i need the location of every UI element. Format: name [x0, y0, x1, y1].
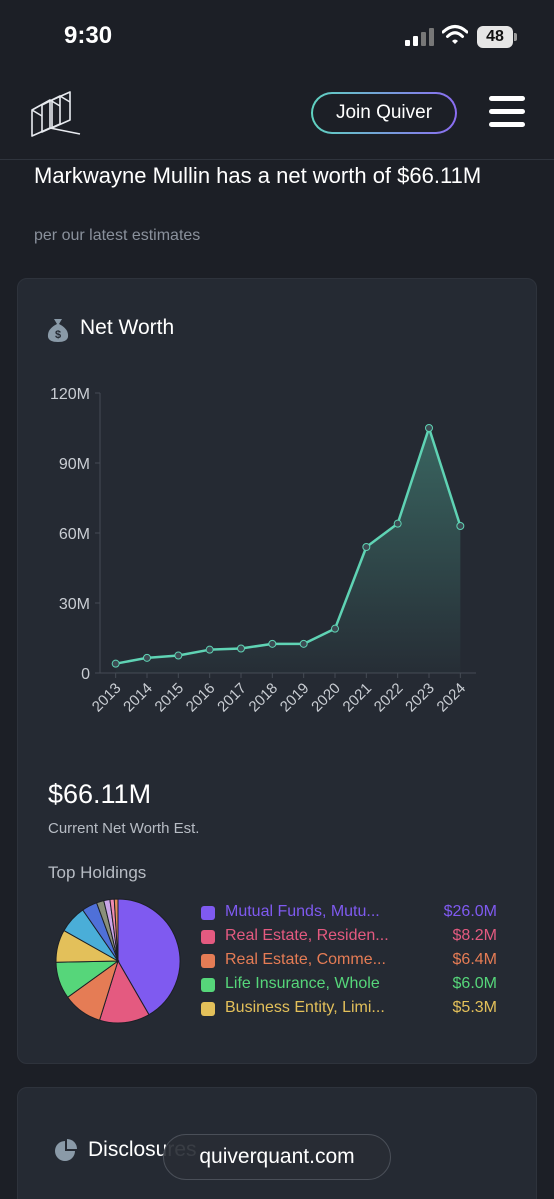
quiver-logo-icon[interactable] — [28, 88, 84, 140]
net-worth-headline: Markwayne Mullin has a net worth of $66.… — [34, 163, 482, 188]
legend-value: $5.3M — [452, 999, 497, 1016]
site-header: Join Quiver — [0, 78, 554, 160]
x-tick-label: 2021 — [340, 680, 376, 716]
legend-value: $6.0M — [452, 975, 497, 992]
legend-value: $8.2M — [452, 927, 497, 944]
join-quiver-button[interactable]: Join Quiver — [311, 92, 457, 134]
legend-item[interactable]: Life Insurance, Whole $6.0M — [201, 975, 497, 999]
browser-url-bar[interactable]: quiverquant.com — [163, 1134, 391, 1180]
legend-value: $6.4M — [452, 951, 497, 968]
legend-swatch — [201, 930, 215, 944]
legend-value: $26.0M — [443, 903, 497, 920]
net-worth-point[interactable] — [143, 653, 151, 662]
cellular-signal-icon — [405, 28, 435, 46]
legend-name: Business Entity, Limi... — [225, 999, 385, 1016]
net-worth-point[interactable] — [331, 624, 339, 633]
net-worth-point[interactable] — [393, 519, 402, 528]
net-worth-point[interactable] — [425, 424, 433, 432]
net-worth-subtext: per our latest estimates — [34, 227, 201, 244]
net-worth-card-title: Net Worth — [80, 316, 175, 339]
y-tick-label: 90M — [59, 456, 90, 473]
status-time: 9:30 — [64, 22, 113, 49]
legend-name: Real Estate, Residen... — [225, 927, 389, 944]
x-tick-label: 2018 — [246, 680, 282, 716]
net-worth-point[interactable] — [237, 644, 245, 653]
pie-chart-icon — [55, 1139, 77, 1161]
net-worth-area — [115, 428, 461, 673]
legend-item[interactable]: Business Entity, Limi... $5.3M — [201, 999, 497, 1023]
net-worth-point[interactable] — [456, 522, 465, 530]
x-tick-label: 2017 — [214, 680, 250, 716]
y-tick-label: 30M — [59, 596, 90, 613]
status-bar: 9:30 48 — [0, 0, 554, 70]
legend-item[interactable]: Mutual Funds, Mutu... $26.0M — [201, 903, 497, 927]
net-worth-point[interactable] — [362, 543, 371, 551]
legend-swatch — [201, 978, 215, 992]
pie-slice[interactable] — [117, 898, 181, 1016]
legend-name: Life Insurance, Whole — [225, 975, 380, 992]
net-worth-point[interactable] — [174, 651, 183, 660]
x-tick-label: 2014 — [120, 680, 156, 716]
net-worth-line — [115, 426, 462, 665]
net-worth-point[interactable] — [268, 639, 277, 648]
legend-swatch — [201, 1002, 215, 1016]
wifi-icon — [442, 25, 468, 44]
y-tick-label: 0 — [81, 666, 90, 683]
y-tick-label: 60M — [59, 526, 90, 543]
net-worth-point[interactable] — [205, 645, 214, 654]
x-tick-label: 2015 — [152, 680, 188, 716]
net-worth-point[interactable] — [299, 639, 308, 648]
svg-text:$: $ — [55, 329, 61, 341]
hamburger-menu-icon[interactable] — [489, 96, 525, 128]
y-tick-label: 120M — [50, 387, 90, 403]
x-tick-label: 2023 — [402, 680, 438, 716]
battery-level: 48 — [477, 26, 513, 48]
top-holdings-title: Top Holdings — [48, 863, 147, 882]
legend-name: Real Estate, Comme... — [225, 951, 386, 968]
top-holdings-pie-chart — [55, 898, 181, 1024]
x-tick-label: 2022 — [371, 680, 407, 716]
net-worth-line-chart: 030M60M90M120M20132014201520162017201820… — [50, 387, 476, 716]
legend-item[interactable]: Real Estate, Comme... $6.4M — [201, 951, 497, 975]
current-net-worth-value: $66.11M — [48, 779, 152, 809]
legend-item[interactable]: Real Estate, Residen... $8.2M — [201, 927, 497, 951]
x-tick-label: 2013 — [89, 680, 125, 716]
legend-swatch — [201, 954, 215, 968]
top-holdings-legend: Mutual Funds, Mutu... $26.0M Real Estate, … — [201, 903, 497, 1023]
x-tick-label: 2020 — [308, 680, 344, 716]
x-tick-label: 2016 — [183, 680, 219, 716]
legend-name: Mutual Funds, Mutu... — [225, 903, 380, 920]
x-tick-label: 2024 — [434, 680, 470, 716]
current-net-worth-label: Current Net Worth Est. — [48, 820, 200, 837]
legend-swatch — [201, 906, 215, 920]
x-tick-label: 2019 — [277, 680, 313, 716]
net-worth-point[interactable] — [111, 659, 120, 668]
money-bag-icon: $ — [47, 319, 69, 342]
battery-icon: 48 — [477, 26, 517, 48]
pie-slice[interactable] — [113, 898, 119, 962]
net-worth-card: $ Net Worth 0 30M 60M 90M 120M 2013 2014 2015 20… — [17, 278, 537, 1064]
